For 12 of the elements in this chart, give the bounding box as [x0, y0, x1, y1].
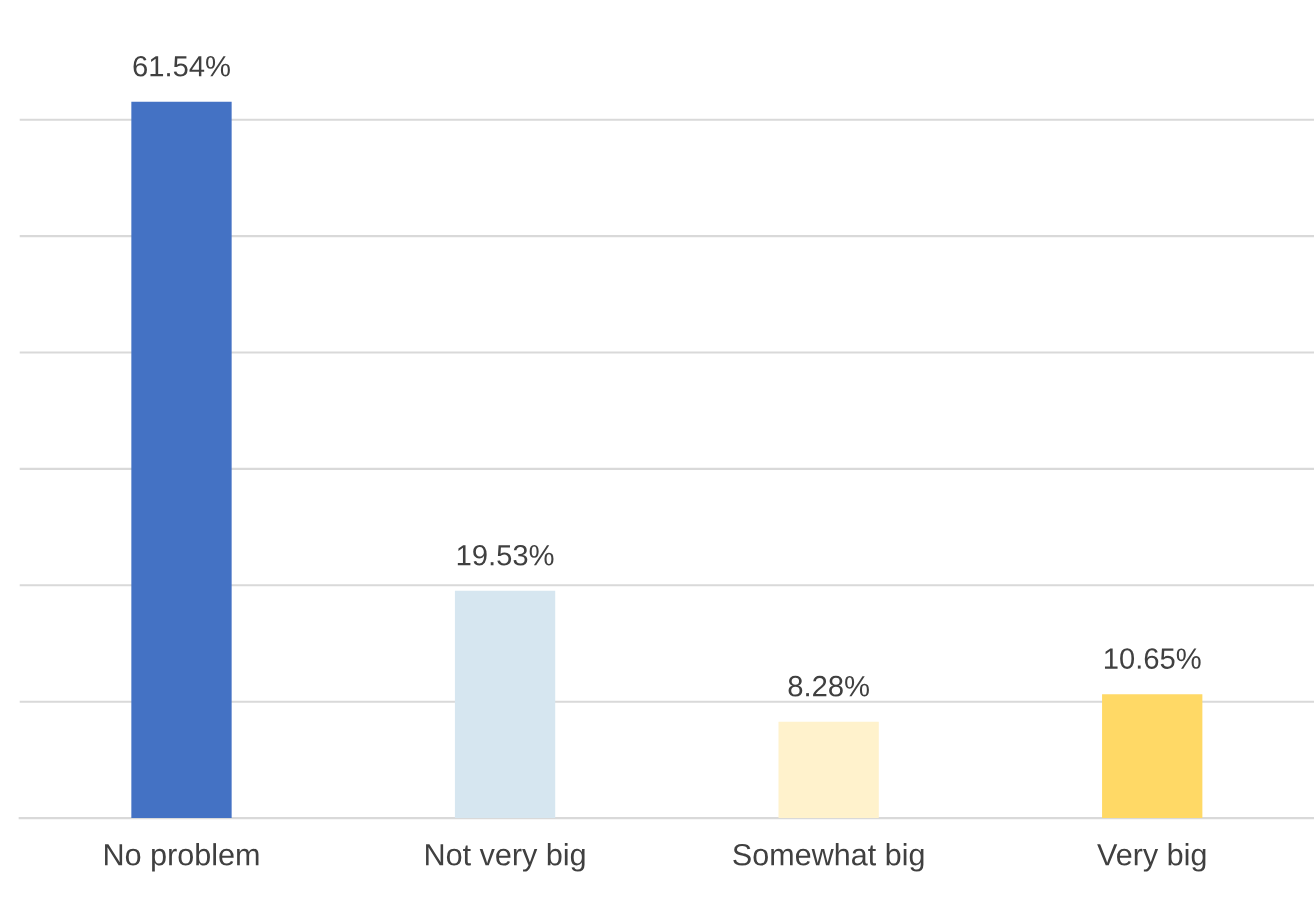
data-label: 19.53%	[457, 544, 554, 566]
bar	[778, 721, 879, 819]
x-tick-label: Somewhat big	[733, 843, 924, 872]
data-label: 61.54%	[133, 55, 230, 77]
x-tick-label: Not very big	[426, 843, 585, 872]
x-tick-label: Very big	[1097, 843, 1206, 872]
bar	[1102, 694, 1203, 819]
data-label: 10.65%	[1104, 648, 1201, 669]
x-tick-label: No problem	[105, 843, 259, 872]
bar	[454, 590, 556, 819]
data-label: 8.28%	[788, 675, 869, 697]
bar	[131, 101, 232, 819]
